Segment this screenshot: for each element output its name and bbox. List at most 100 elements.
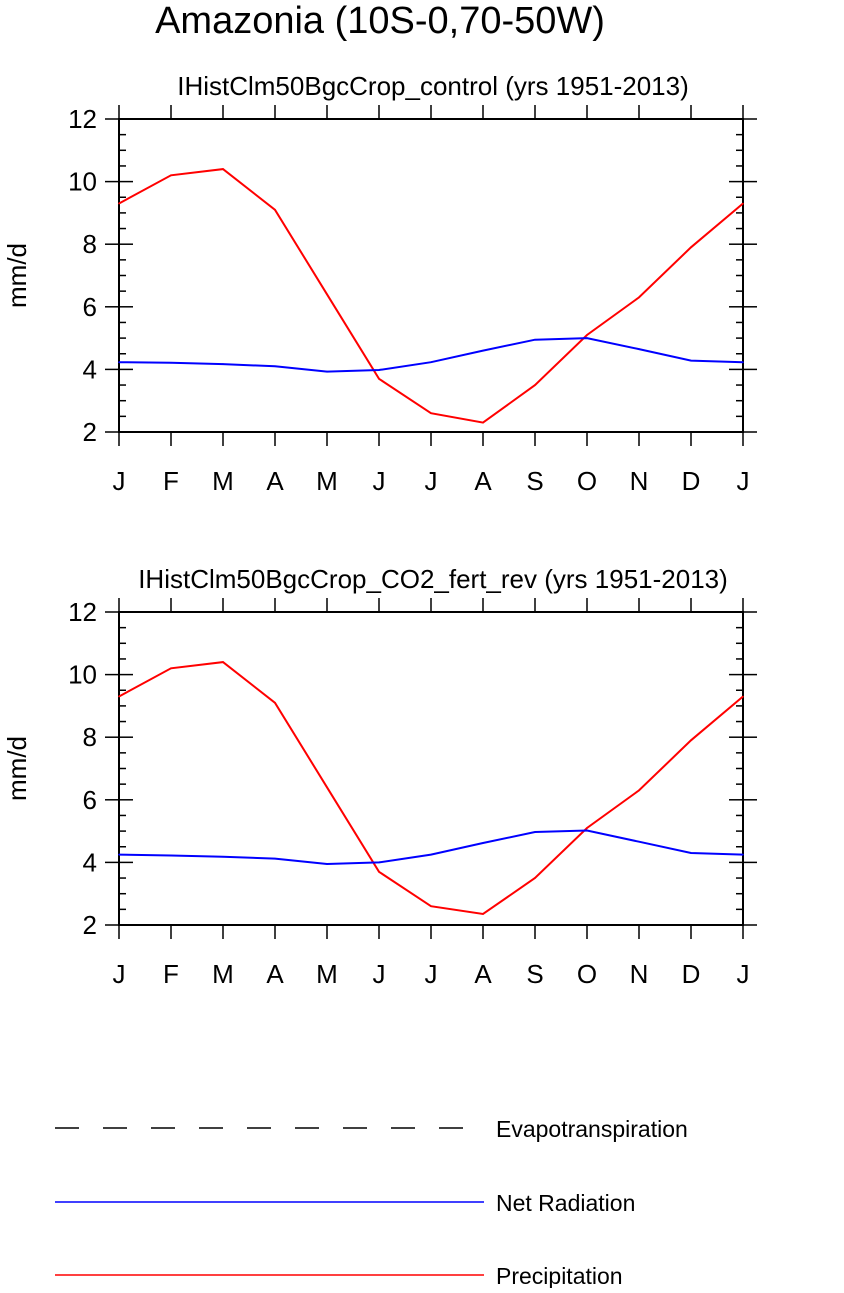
chart-panels: IHistClm50BgcCrop_control (yrs 1951-2013…	[2, 71, 757, 989]
data-point-precipitation	[170, 667, 172, 670]
x-tick-label: S	[526, 959, 543, 989]
data-point-net-radiation	[742, 853, 744, 856]
x-tick-label: F	[163, 959, 179, 989]
data-point-net-radiation	[586, 829, 588, 832]
data-point-precipitation	[274, 208, 276, 211]
data-point-precipitation	[690, 739, 692, 742]
y-axis-label: mm/d	[2, 736, 32, 801]
data-point-net-radiation	[170, 854, 172, 857]
y-tick-label: 6	[83, 292, 97, 322]
x-tick-label: A	[266, 959, 284, 989]
data-point-net-radiation	[586, 337, 588, 339]
data-point-net-radiation	[118, 361, 120, 364]
x-tick-label: O	[577, 959, 597, 989]
plot-frame	[118, 118, 744, 433]
main-title: Amazonia (10S-0,70-50W)	[155, 0, 605, 42]
data-point-net-radiation	[534, 831, 536, 833]
data-point-net-radiation	[742, 361, 744, 364]
data-point-precipitation	[586, 827, 588, 829]
plot-frame	[118, 611, 744, 926]
data-point-precipitation	[118, 695, 120, 698]
data-point-net-radiation	[534, 338, 536, 341]
legend-label: Net Radiation	[496, 1190, 635, 1216]
y-tick-label: 10	[68, 660, 97, 690]
x-tick-label: A	[474, 959, 492, 989]
x-tick-label: M	[316, 959, 338, 989]
data-point-precipitation	[690, 246, 692, 249]
y-tick-label: 4	[83, 354, 97, 384]
data-point-precipitation	[534, 877, 536, 879]
data-point-net-radiation	[222, 855, 224, 858]
legend: Evapotranspiration Net Radiation Precipita…	[55, 1116, 688, 1289]
y-tick-label: 8	[83, 229, 97, 259]
data-point-net-radiation	[482, 842, 484, 844]
x-tick-label: N	[630, 466, 649, 496]
x-tick-label: A	[474, 466, 492, 496]
x-tick-label: J	[737, 466, 750, 496]
y-axis-label: mm/d	[2, 243, 32, 308]
y-tick-label: 2	[83, 910, 97, 940]
data-point-precipitation	[378, 870, 380, 873]
data-point-precipitation	[222, 661, 224, 663]
data-point-precipitation	[118, 202, 120, 205]
y-tick-label: 2	[83, 417, 97, 447]
panel-title: IHistClm50BgcCrop_CO2_fert_rev (yrs 1951…	[138, 564, 728, 594]
legend-item: Net Radiation	[55, 1190, 635, 1216]
data-point-net-radiation	[118, 853, 120, 856]
y-tick-label: 10	[68, 167, 97, 197]
x-tick-label: M	[212, 466, 234, 496]
data-point-precipitation	[586, 334, 588, 336]
chart-panel-1: IHistClm50BgcCrop_control (yrs 1951-2013…	[2, 71, 757, 496]
data-point-precipitation	[170, 174, 172, 177]
x-tick-label: J	[737, 959, 750, 989]
data-point-precipitation	[326, 293, 328, 296]
data-point-precipitation	[534, 384, 536, 386]
y-tick-label: 6	[83, 785, 97, 815]
data-point-net-radiation	[690, 852, 692, 854]
data-point-precipitation	[274, 701, 276, 704]
data-point-precipitation	[222, 168, 224, 170]
legend-item: Evapotranspiration	[55, 1116, 688, 1142]
x-tick-label: J	[373, 466, 386, 496]
x-tick-label: D	[682, 959, 701, 989]
data-point-precipitation	[482, 913, 484, 915]
data-point-precipitation	[430, 412, 432, 415]
data-point-precipitation	[742, 202, 744, 205]
x-tick-label: J	[425, 466, 438, 496]
x-tick-label: S	[526, 466, 543, 496]
data-point-precipitation	[430, 905, 432, 908]
x-tick-label: F	[163, 466, 179, 496]
data-point-net-radiation	[378, 369, 380, 371]
x-tick-label: D	[682, 466, 701, 496]
series-line-net-radiation	[118, 829, 744, 866]
y-tick-label: 4	[83, 847, 97, 877]
y-tick-label: 8	[83, 722, 97, 752]
x-tick-label: N	[630, 959, 649, 989]
data-point-net-radiation	[222, 363, 224, 365]
data-point-precipitation	[482, 421, 484, 424]
data-point-net-radiation	[638, 840, 640, 843]
data-point-net-radiation	[274, 365, 276, 368]
data-point-precipitation	[638, 789, 640, 792]
x-tick-label: J	[113, 466, 126, 496]
x-tick-label: O	[577, 466, 597, 496]
data-point-net-radiation	[638, 348, 640, 350]
x-tick-label: M	[316, 466, 338, 496]
chart-panel-2: IHistClm50BgcCrop_CO2_fert_rev (yrs 1951…	[2, 564, 757, 989]
data-point-net-radiation	[430, 853, 432, 856]
panel-title: IHistClm50BgcCrop_control (yrs 1951-2013…	[177, 71, 689, 101]
y-tick-label: 12	[68, 597, 97, 627]
x-tick-label: J	[373, 959, 386, 989]
x-tick-label: A	[266, 466, 284, 496]
series-line-precipitation	[118, 661, 744, 916]
x-tick-label: M	[212, 959, 234, 989]
data-point-precipitation	[742, 695, 744, 698]
data-point-net-radiation	[378, 861, 380, 864]
series-line-net-radiation	[118, 337, 744, 373]
series-line-precipitation	[118, 168, 744, 424]
legend-label: Evapotranspiration	[496, 1116, 688, 1142]
x-tick-label: J	[113, 959, 126, 989]
legend-label: Precipitation	[496, 1263, 623, 1288]
